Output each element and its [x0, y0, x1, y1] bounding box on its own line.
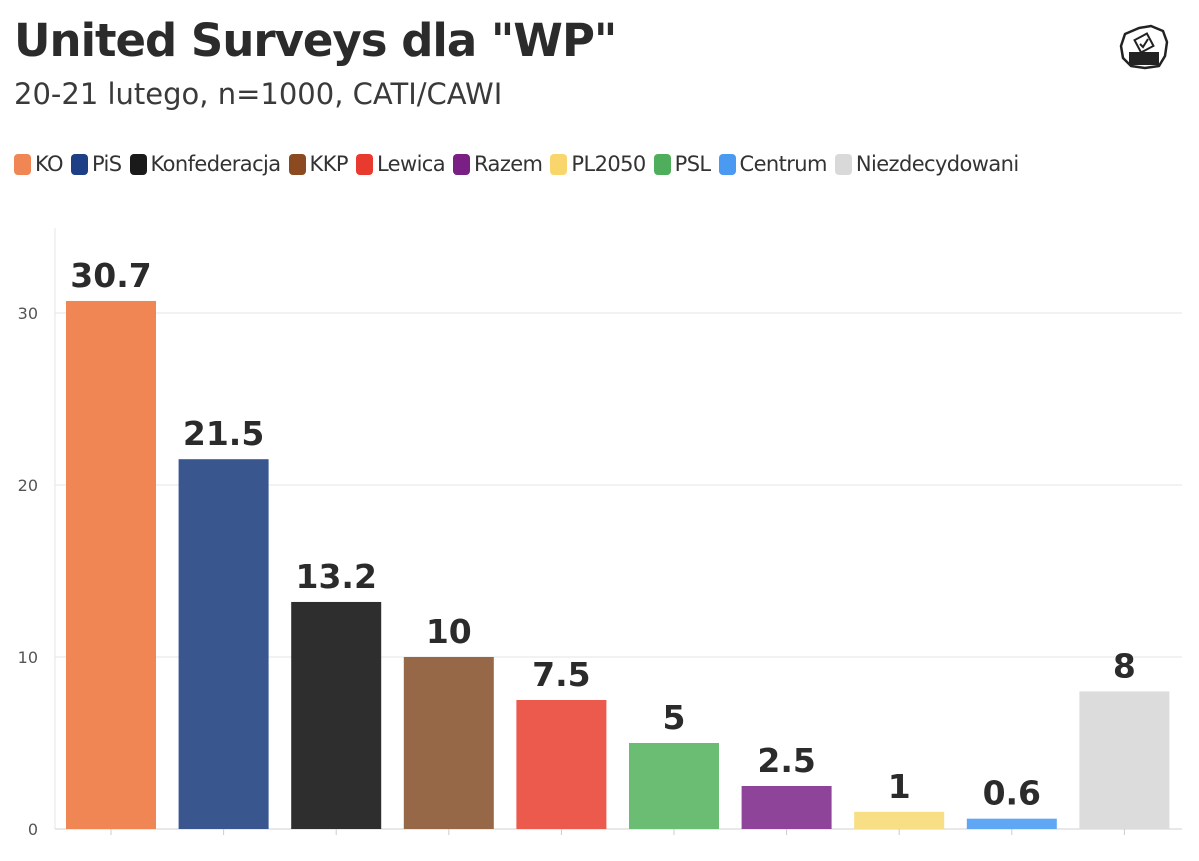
legend-label: Lewica	[376, 152, 446, 176]
legend-swatch	[834, 153, 852, 175]
legend-label: PL2050	[571, 152, 646, 176]
legend-item: PL2050	[550, 152, 646, 176]
legend-swatch	[718, 153, 736, 175]
bar-value-label: 13.2	[295, 557, 376, 596]
legend-swatch	[129, 153, 147, 175]
chart-title: United Surveys dla "WP"	[14, 14, 617, 67]
poland-ballot-box-icon	[1117, 22, 1171, 76]
bar-niezdecydowani	[1079, 691, 1170, 829]
legend-item: PiS	[70, 152, 122, 176]
legend-swatch	[355, 153, 373, 175]
bar-value-label: 1	[888, 767, 911, 806]
legend-item: Centrum	[718, 152, 828, 176]
bar-pis	[178, 459, 269, 829]
legend-label: KO	[35, 152, 64, 176]
legend-swatch	[550, 153, 568, 175]
bar-konfederacja	[291, 601, 382, 829]
bar-value-label: 10	[426, 612, 472, 651]
y-tick-label: 20	[18, 476, 38, 495]
chart-subtitle: 20-21 lutego, n=1000, CATI/CAWI	[14, 77, 503, 111]
bar-razem	[741, 786, 832, 829]
bar-value-label: 7.5	[532, 655, 590, 694]
legend-label: Konfederacja	[150, 152, 282, 176]
chart-legend: KO PiS Konfederacja KKP Lewica Razem PL2050 PSL…	[14, 152, 1027, 176]
bar-value-label: 8	[1113, 646, 1136, 685]
bar-centrum	[966, 818, 1057, 829]
legend-item: Konfederacja	[129, 152, 282, 176]
legend-label: PSL	[674, 152, 712, 176]
bar-value-label: 30.7	[70, 256, 151, 295]
legend-swatch	[453, 153, 471, 175]
legend-swatch	[288, 153, 306, 175]
bar-pl2050	[854, 811, 945, 829]
y-tick-label: 10	[18, 648, 38, 667]
bar-value-label: 0.6	[983, 774, 1041, 813]
legend-item: Niezdecydowani	[834, 152, 1019, 176]
legend-item: Razem	[453, 152, 543, 176]
legend-swatch	[70, 153, 88, 175]
legend-swatch	[14, 153, 31, 175]
legend-label: Razem	[474, 152, 543, 176]
bar-value-label: 5	[663, 698, 686, 737]
legend-label: Centrum	[739, 152, 828, 176]
legend-swatch	[653, 153, 671, 175]
bar-ko	[66, 300, 156, 830]
legend-item: Lewica	[355, 152, 446, 176]
legend-item: KKP	[288, 152, 349, 176]
bar-psl	[629, 743, 719, 829]
legend-label: KKP	[309, 152, 349, 176]
legend-item: KO	[14, 152, 64, 176]
bar-kkp	[403, 657, 494, 829]
legend-label: Niezdecydowani	[855, 152, 1019, 176]
bar-value-label: 21.5	[183, 414, 264, 453]
y-tick-label: 0	[28, 820, 38, 839]
y-tick-label: 30	[18, 304, 38, 323]
legend-item: PSL	[653, 152, 712, 176]
bar-lewica	[516, 700, 607, 829]
legend-label: PiS	[91, 152, 122, 176]
bar-value-label: 2.5	[757, 741, 815, 780]
